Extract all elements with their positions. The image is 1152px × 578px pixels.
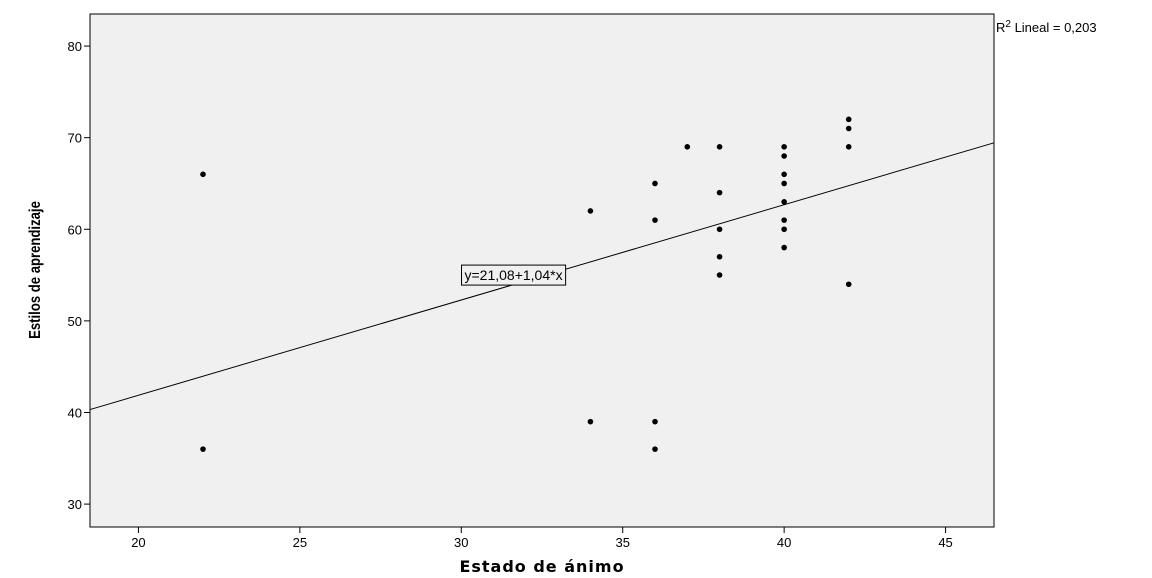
r2-prefix: R <box>996 20 1005 35</box>
y-axis: 30 40 50 60 70 80 <box>68 39 90 512</box>
equation-box: y=21,08+1,04*x <box>461 264 567 286</box>
data-point <box>781 244 787 251</box>
data-point <box>652 217 658 223</box>
x-tick-label: 40 <box>777 535 791 550</box>
data-point <box>652 418 658 425</box>
y-axis-title: Estilos de aprendizaje <box>27 201 44 339</box>
data-point <box>845 125 852 132</box>
x-axis-title: Estado de ánimo <box>459 557 624 576</box>
data-point <box>845 116 852 123</box>
data-point <box>716 226 723 233</box>
data-point <box>781 171 787 178</box>
y-tick-label: 40 <box>68 405 82 420</box>
y-tick-label: 50 <box>68 314 82 329</box>
x-axis: 20 25 30 35 40 45 <box>131 527 953 550</box>
data-point <box>684 144 691 150</box>
y-tick-label: 30 <box>68 497 82 512</box>
data-point <box>716 144 723 150</box>
x-tick-label: 30 <box>454 535 468 550</box>
y-tick-label: 60 <box>68 222 82 237</box>
x-tick-label: 25 <box>293 535 307 550</box>
data-point <box>200 171 206 178</box>
data-point <box>845 144 852 150</box>
r2-label: R2 Lineal = 0,203 <box>996 19 1097 35</box>
data-point <box>200 446 206 452</box>
x-tick-label: 45 <box>938 535 952 550</box>
data-point <box>781 144 787 150</box>
data-point <box>716 272 723 278</box>
equation-label: y=21,08+1,04*x <box>465 267 563 283</box>
y-tick-label: 80 <box>68 39 82 54</box>
data-point <box>781 198 787 205</box>
r2-text: Lineal = 0,203 <box>1011 20 1097 35</box>
r2-superscript: 2 <box>1005 19 1011 30</box>
data-point <box>781 217 787 223</box>
data-point <box>587 418 594 425</box>
data-point <box>781 180 787 187</box>
equation-box-frame <box>461 264 567 286</box>
y-tick-label: 70 <box>68 131 82 146</box>
data-point <box>587 208 594 214</box>
data-point <box>716 253 723 260</box>
x-tick-label: 35 <box>615 535 629 550</box>
data-point <box>652 180 658 187</box>
data-points <box>200 116 852 452</box>
data-point <box>781 153 787 159</box>
data-point <box>716 189 723 196</box>
x-tick-label: 20 <box>131 535 145 550</box>
data-point <box>845 281 852 288</box>
data-point <box>652 446 658 452</box>
data-point <box>781 226 787 233</box>
